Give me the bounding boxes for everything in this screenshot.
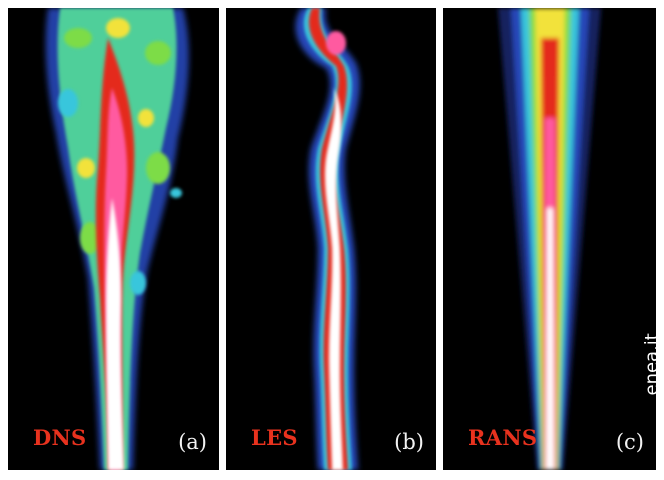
panel-letter: (b) [394,430,424,454]
panel-letter: (c) [615,430,644,454]
dns-jet-image [45,8,189,470]
panel-letter: (a) [178,430,207,454]
rans-jet-panel: RANS (c) [443,8,656,470]
method-label: DNS [33,425,87,450]
method-label: RANS [468,425,538,450]
rans-jet-image [498,8,601,470]
method-label: LES [251,425,298,450]
les-jet-panel: LES (b) [226,8,436,470]
dns-jet-panel: DNS (a) [8,8,219,470]
les-jet-image [295,8,360,470]
watermark-text: enea.it [641,333,663,396]
